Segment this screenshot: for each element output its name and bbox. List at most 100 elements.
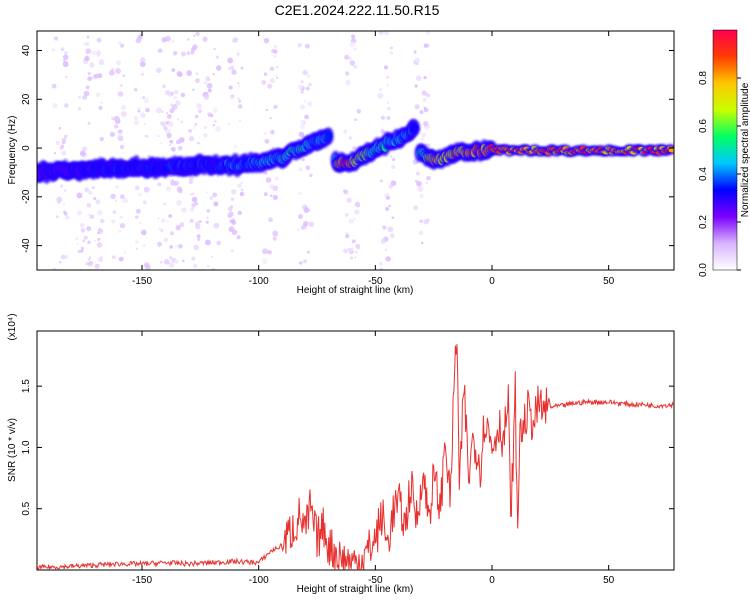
noise-speckle <box>166 220 169 223</box>
noise-speckle <box>212 123 216 127</box>
noise-speckle <box>274 104 278 109</box>
noise-speckle <box>145 264 151 270</box>
noise-speckle <box>116 118 119 121</box>
noise-speckle <box>297 84 304 90</box>
noise-speckle <box>111 255 116 260</box>
noise-speckle <box>343 189 348 194</box>
noise-speckle <box>230 65 235 70</box>
noise-speckle <box>210 114 214 118</box>
noise-speckle <box>232 37 239 43</box>
noise-speckle <box>297 228 300 232</box>
spectrogram-ridge-layer <box>37 118 674 184</box>
noise-speckle <box>117 91 124 97</box>
noise-speckle <box>79 150 86 157</box>
noise-speckle <box>94 73 99 79</box>
noise-speckle <box>419 230 424 235</box>
noise-speckle <box>111 219 116 224</box>
noise-speckle <box>175 224 182 231</box>
noise-speckle <box>415 75 422 81</box>
noise-speckle <box>227 122 231 126</box>
noise-speckle <box>215 126 221 132</box>
noise-speckle <box>236 235 241 240</box>
spectrogram-x-axis: -150 -100 -50 0 50 <box>132 31 615 287</box>
noise-speckle <box>60 254 66 260</box>
noise-speckle <box>178 137 185 143</box>
noise-speckle <box>100 101 103 105</box>
noise-speckle <box>240 66 244 70</box>
y-tick-label: 40 <box>21 45 32 57</box>
noise-speckle <box>121 105 126 110</box>
noise-speckle <box>136 106 141 111</box>
noise-speckle <box>65 75 68 79</box>
noise-speckle <box>188 175 194 181</box>
noise-speckle <box>187 38 190 41</box>
noise-speckle <box>420 137 424 141</box>
noise-speckle <box>97 228 104 234</box>
noise-speckle <box>297 43 302 48</box>
noise-speckle <box>74 236 79 241</box>
noise-speckle <box>140 72 145 77</box>
noise-speckle <box>300 104 306 110</box>
noise-speckle <box>169 174 172 178</box>
noise-speckle <box>231 189 237 195</box>
noise-speckle <box>215 65 222 71</box>
noise-speckle <box>345 80 351 86</box>
noise-speckle <box>302 259 308 264</box>
y-tick-label: 1.5 <box>21 379 32 393</box>
noise-speckle <box>423 107 429 113</box>
noise-speckle <box>273 49 278 54</box>
noise-speckle <box>87 121 91 125</box>
noise-speckle <box>205 220 209 224</box>
noise-speckle <box>206 209 211 213</box>
colorbar-tick-label: 0.8 <box>698 71 709 85</box>
noise-speckle <box>275 76 279 80</box>
noise-speckle <box>94 263 100 269</box>
noise-speckle <box>299 261 303 265</box>
noise-speckle <box>81 193 84 196</box>
noise-speckle <box>207 88 212 93</box>
noise-speckle <box>61 48 64 51</box>
noise-speckle <box>171 68 176 72</box>
noise-speckle <box>414 104 420 110</box>
noise-speckle <box>165 112 169 115</box>
noise-speckle <box>230 249 234 253</box>
noise-speckle <box>89 256 92 259</box>
noise-speckle <box>168 121 174 127</box>
noise-speckle <box>270 129 275 135</box>
noise-speckle <box>86 226 92 232</box>
noise-speckle <box>344 213 349 217</box>
noise-speckle <box>86 202 92 208</box>
noise-speckle <box>163 259 170 265</box>
noise-speckle <box>111 116 115 121</box>
noise-speckle <box>264 132 267 135</box>
noise-speckle <box>119 144 125 150</box>
noise-speckle <box>303 122 306 125</box>
noise-speckle <box>84 55 90 62</box>
noise-speckle <box>163 125 168 131</box>
noise-speckle <box>388 184 394 189</box>
noise-speckle <box>392 157 396 162</box>
noise-speckle <box>230 97 234 101</box>
noise-speckle <box>96 209 103 216</box>
noise-speckle <box>298 214 303 219</box>
noise-speckle <box>93 197 97 201</box>
noise-speckle <box>168 262 175 268</box>
noise-speckle <box>137 109 141 113</box>
noise-speckle <box>390 155 393 158</box>
noise-speckle <box>58 127 62 130</box>
noise-speckle <box>386 83 389 87</box>
noise-speckle <box>354 201 361 208</box>
noise-speckle <box>213 222 220 229</box>
noise-speckle <box>193 263 198 269</box>
noise-speckle <box>385 256 391 262</box>
noise-speckle <box>414 57 421 64</box>
noise-speckle <box>354 256 357 259</box>
noise-speckle <box>269 194 273 198</box>
noise-speckle <box>113 124 119 129</box>
noise-speckle <box>345 231 348 235</box>
noise-speckle <box>88 190 93 195</box>
noise-speckle <box>264 138 270 144</box>
noise-speckle <box>172 95 177 100</box>
noise-speckle <box>195 78 200 84</box>
